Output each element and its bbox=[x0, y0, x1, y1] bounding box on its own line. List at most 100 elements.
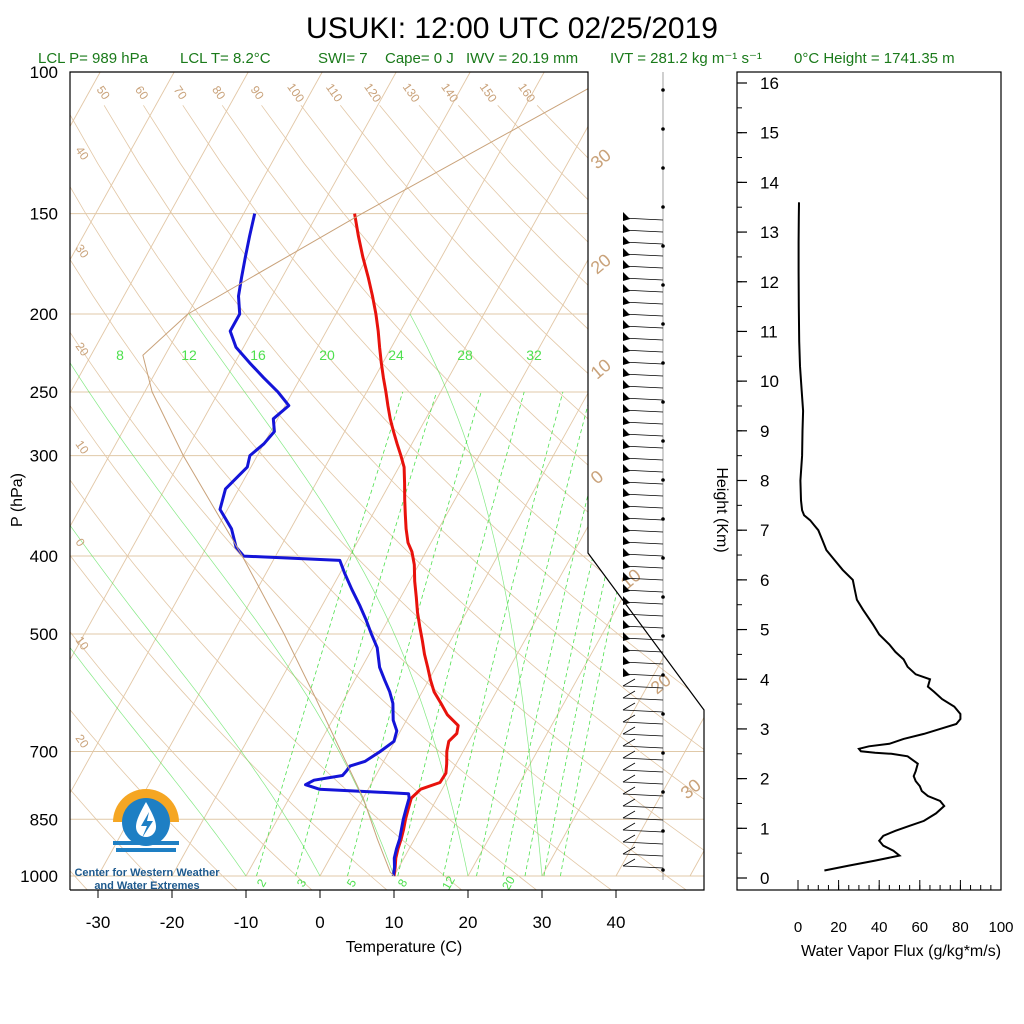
flux-y-tick-label: 1 bbox=[760, 819, 769, 838]
barb-point bbox=[661, 868, 665, 872]
wind-barb bbox=[622, 469, 664, 473]
wind-barb-flag bbox=[623, 440, 630, 449]
barb-point bbox=[661, 751, 665, 755]
wind-barb bbox=[622, 349, 664, 353]
y-tick-label: 200 bbox=[30, 305, 58, 324]
dry-adiabat-line bbox=[221, 105, 704, 890]
wind-barb-feather bbox=[622, 690, 636, 699]
wind-barb bbox=[622, 793, 664, 797]
mixing-ratio-line bbox=[476, 391, 592, 877]
wind-barb-feather bbox=[622, 762, 636, 771]
isotherm-label-right: 20 bbox=[587, 250, 615, 278]
y-tick-label: 300 bbox=[30, 447, 58, 466]
wind-barb-feather bbox=[622, 702, 636, 711]
isotherm-line bbox=[70, 72, 471, 877]
dry-adiabat-line bbox=[261, 105, 704, 890]
wind-barb-flag bbox=[623, 644, 630, 653]
wind-barb bbox=[622, 721, 664, 725]
barb-point bbox=[661, 244, 665, 248]
isotherm-label-left: 20 bbox=[73, 732, 92, 751]
wind-barb bbox=[622, 229, 664, 233]
isotherm-label-left: 40 bbox=[73, 144, 92, 163]
barb-point bbox=[661, 595, 665, 599]
dry-adiabat-line bbox=[70, 105, 616, 890]
barb-point bbox=[661, 283, 665, 287]
barb-point bbox=[661, 88, 665, 92]
barb-point bbox=[661, 478, 665, 482]
isotherm-label: 120 bbox=[361, 80, 384, 105]
dry-adiabat-line bbox=[182, 105, 704, 890]
wind-barb-flag bbox=[623, 596, 630, 605]
wind-barb-feather bbox=[622, 858, 636, 867]
flux-y-tick-label: 9 bbox=[760, 422, 769, 441]
wind-barb bbox=[622, 217, 664, 221]
wind-barb-flag bbox=[623, 320, 630, 329]
flux-y-tick-label: 11 bbox=[760, 322, 778, 341]
wind-barb bbox=[622, 853, 664, 857]
isotherm-line bbox=[689, 72, 704, 877]
wind-barb bbox=[622, 769, 664, 773]
wind-barb bbox=[622, 421, 664, 425]
wind-barb bbox=[622, 277, 664, 281]
skew-t-ylabel: P (hPa) bbox=[9, 473, 26, 527]
mixing-ratio-label-bottom: 2 bbox=[254, 876, 270, 889]
wind-barb-flag bbox=[623, 416, 630, 425]
isotherm-label: 100 bbox=[284, 80, 307, 105]
wind-barb bbox=[622, 361, 664, 365]
moist-adiabat-line bbox=[188, 313, 469, 877]
dry-adiabat-line bbox=[458, 105, 704, 890]
wind-barb-feather bbox=[622, 786, 636, 795]
y-tick-label: 1000 bbox=[20, 867, 58, 886]
subtitle-lcl-t: LCL T= 8.2°C bbox=[180, 50, 271, 67]
wind-barb-feather bbox=[622, 798, 636, 807]
isotherm-line bbox=[393, 72, 704, 877]
subtitle-ivt: IVT = 281.2 kg m⁻¹ s⁻¹ bbox=[610, 50, 762, 67]
wind-barb bbox=[622, 397, 664, 401]
isotherm-label-right: 0 bbox=[587, 466, 608, 488]
wind-barb bbox=[622, 697, 664, 701]
wind-barb-flag bbox=[623, 524, 630, 533]
isotherm-line bbox=[467, 72, 704, 877]
flux-y-tick-label: 2 bbox=[760, 770, 769, 789]
wind-barb bbox=[622, 577, 664, 581]
flux-y-tick-label: 5 bbox=[760, 621, 769, 640]
dry-adiabat-line bbox=[536, 105, 704, 890]
mixing-ratio-label: 32 bbox=[526, 347, 542, 363]
wind-barb-flag bbox=[623, 452, 630, 461]
wind-barb-flag bbox=[623, 632, 630, 641]
isotherm-line bbox=[70, 72, 397, 877]
wind-barb-flag bbox=[623, 260, 630, 269]
wind-barb bbox=[622, 565, 664, 569]
barb-point bbox=[661, 829, 665, 833]
moist-adiabat-line bbox=[70, 313, 321, 877]
subtitle-swi: SWI= 7 bbox=[318, 50, 368, 67]
subtitle-cape: Cape= 0 J bbox=[385, 50, 454, 67]
wind-barb bbox=[622, 817, 664, 821]
isotherm-line bbox=[171, 72, 619, 877]
isotherm-label: 130 bbox=[400, 80, 423, 105]
isotherm-label: 160 bbox=[515, 80, 538, 105]
wind-barb bbox=[622, 409, 664, 413]
wind-barb-flag bbox=[623, 392, 630, 401]
flux-y-tick-label: 16 bbox=[760, 74, 779, 93]
isotherm-label: 50 bbox=[94, 83, 113, 102]
wind-barb bbox=[622, 757, 664, 761]
isotherm-line bbox=[97, 72, 545, 877]
parcel-line bbox=[142, 72, 619, 877]
isotherm-line bbox=[764, 72, 1024, 876]
wind-barb-flag bbox=[623, 356, 630, 365]
wind-barb bbox=[622, 493, 664, 497]
wind-barb-flag bbox=[623, 212, 630, 221]
barb-point bbox=[661, 166, 665, 170]
isotherm-label: 60 bbox=[132, 83, 151, 102]
flux-x-tick-label: 80 bbox=[952, 919, 969, 936]
isotherm-label-right: 10 bbox=[587, 355, 615, 383]
skew-t-frame bbox=[69, 71, 705, 891]
wind-barb bbox=[622, 865, 664, 869]
flux-y-tick-label: 4 bbox=[760, 670, 769, 689]
mixing-ratio-label: 12 bbox=[181, 347, 197, 363]
flux-ylabel: Height (Km) bbox=[713, 467, 730, 552]
wind-barb bbox=[622, 433, 664, 437]
